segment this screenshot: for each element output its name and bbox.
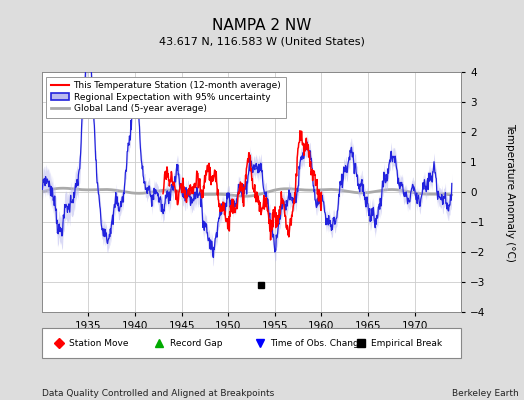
Text: Station Move: Station Move (69, 338, 129, 348)
Text: NAMPA 2 NW: NAMPA 2 NW (212, 18, 312, 33)
Text: Time of Obs. Change: Time of Obs. Change (270, 338, 365, 348)
Text: 43.617 N, 116.583 W (United States): 43.617 N, 116.583 W (United States) (159, 36, 365, 46)
FancyBboxPatch shape (42, 328, 461, 358)
Text: Empirical Break: Empirical Break (371, 338, 442, 348)
Y-axis label: Temperature Anomaly (°C): Temperature Anomaly (°C) (505, 122, 515, 262)
Text: Berkeley Earth: Berkeley Earth (452, 389, 519, 398)
Text: Data Quality Controlled and Aligned at Breakpoints: Data Quality Controlled and Aligned at B… (42, 389, 274, 398)
Legend: This Temperature Station (12-month average), Regional Expectation with 95% uncer: This Temperature Station (12-month avera… (47, 76, 286, 118)
Text: Record Gap: Record Gap (170, 338, 222, 348)
